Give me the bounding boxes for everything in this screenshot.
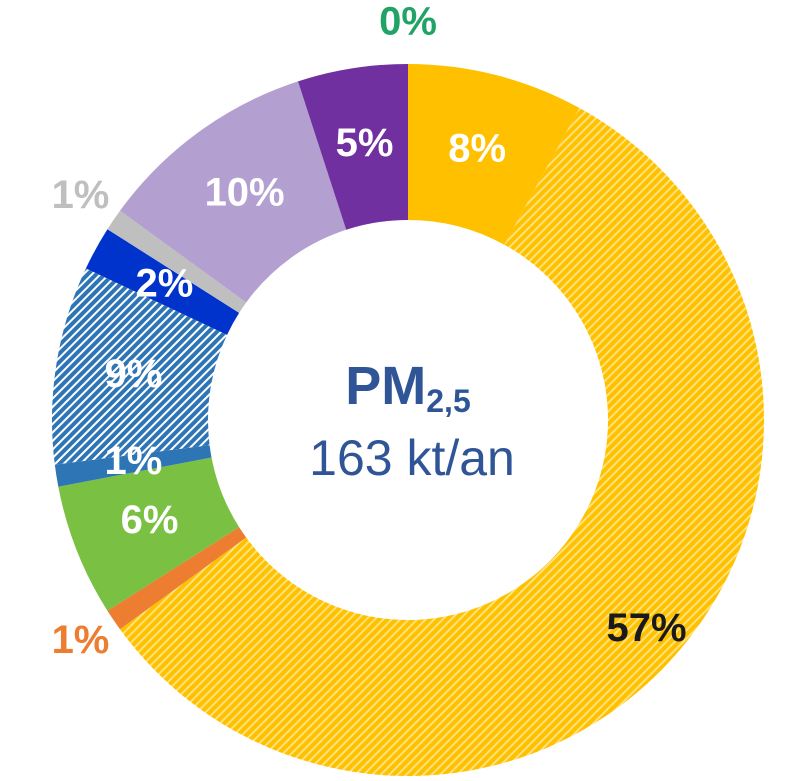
value-label: 1% <box>105 439 163 483</box>
value-label: 9% <box>105 352 163 396</box>
value-label: 2% <box>135 262 193 306</box>
donut-segment <box>54 445 212 487</box>
value-label: 5% <box>336 121 394 165</box>
value-label: 1% <box>52 618 110 662</box>
value-label: 8% <box>448 126 506 170</box>
donut-segment <box>85 229 240 335</box>
center-title-main: PM <box>345 356 426 416</box>
donut-segment <box>297 64 408 230</box>
center-text: 163 kt/an <box>309 430 515 486</box>
donut-segment <box>58 457 240 611</box>
donut-segment <box>51 268 228 465</box>
value-label: 10% <box>205 171 285 215</box>
value-label: 0% <box>379 0 437 44</box>
donut-segment <box>107 527 247 630</box>
donut-segment <box>119 81 347 303</box>
donut-segment <box>107 210 247 313</box>
value-label: 1% <box>52 173 110 217</box>
donut-segment <box>408 64 580 245</box>
center-title: PM2,5 <box>345 356 470 419</box>
value-label: 6% <box>121 498 179 542</box>
donut-segment <box>119 108 765 777</box>
center-subscript: 2,5 <box>426 383 470 419</box>
value-label: 57% <box>607 606 687 650</box>
